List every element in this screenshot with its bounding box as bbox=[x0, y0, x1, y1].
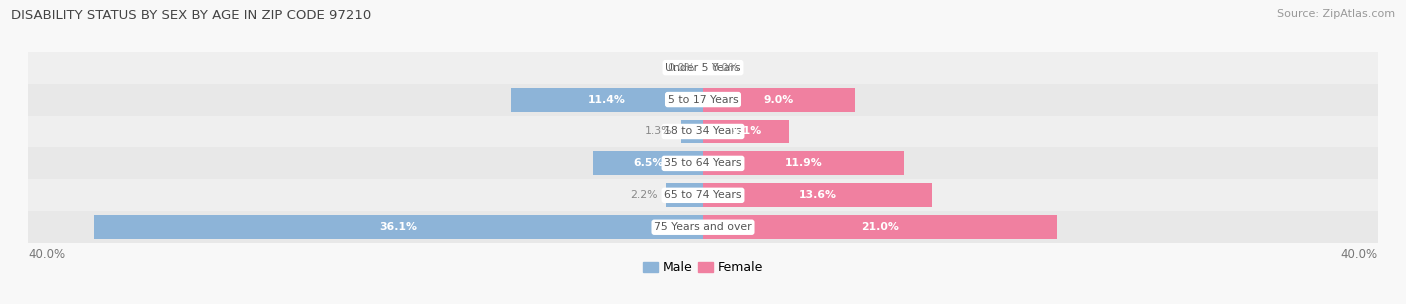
Bar bbox=[593, 151, 703, 175]
Text: 6.5%: 6.5% bbox=[633, 158, 664, 168]
Bar bbox=[28, 84, 1378, 116]
Text: 18 to 34 Years: 18 to 34 Years bbox=[664, 126, 742, 136]
Text: 35 to 64 Years: 35 to 64 Years bbox=[664, 158, 742, 168]
Bar bbox=[28, 211, 1378, 243]
Text: Source: ZipAtlas.com: Source: ZipAtlas.com bbox=[1277, 9, 1395, 19]
Bar bbox=[703, 215, 1057, 239]
Text: DISABILITY STATUS BY SEX BY AGE IN ZIP CODE 97210: DISABILITY STATUS BY SEX BY AGE IN ZIP C… bbox=[11, 9, 371, 22]
Bar bbox=[703, 183, 932, 207]
Text: 40.0%: 40.0% bbox=[28, 248, 65, 261]
Text: 5.1%: 5.1% bbox=[731, 126, 761, 136]
Bar bbox=[28, 52, 1378, 84]
Bar bbox=[703, 119, 789, 143]
Text: 21.0%: 21.0% bbox=[862, 222, 898, 232]
Text: 5 to 17 Years: 5 to 17 Years bbox=[668, 95, 738, 105]
Text: 40.0%: 40.0% bbox=[1341, 248, 1378, 261]
Text: 11.9%: 11.9% bbox=[785, 158, 823, 168]
Text: 13.6%: 13.6% bbox=[799, 190, 837, 200]
Text: 75 Years and over: 75 Years and over bbox=[654, 222, 752, 232]
Text: 9.0%: 9.0% bbox=[763, 95, 794, 105]
Text: Under 5 Years: Under 5 Years bbox=[665, 63, 741, 73]
Bar bbox=[94, 215, 703, 239]
Text: 65 to 74 Years: 65 to 74 Years bbox=[664, 190, 742, 200]
Bar bbox=[681, 119, 703, 143]
Bar bbox=[703, 88, 855, 112]
Bar bbox=[28, 147, 1378, 179]
Bar bbox=[666, 183, 703, 207]
Text: 0.0%: 0.0% bbox=[666, 63, 695, 73]
Legend: Male, Female: Male, Female bbox=[638, 256, 768, 279]
Bar bbox=[510, 88, 703, 112]
Text: 1.3%: 1.3% bbox=[645, 126, 672, 136]
Text: 11.4%: 11.4% bbox=[588, 95, 626, 105]
Bar bbox=[28, 179, 1378, 211]
Text: 2.2%: 2.2% bbox=[630, 190, 658, 200]
Bar bbox=[703, 151, 904, 175]
Bar bbox=[28, 116, 1378, 147]
Text: 0.0%: 0.0% bbox=[711, 63, 740, 73]
Text: 36.1%: 36.1% bbox=[380, 222, 418, 232]
